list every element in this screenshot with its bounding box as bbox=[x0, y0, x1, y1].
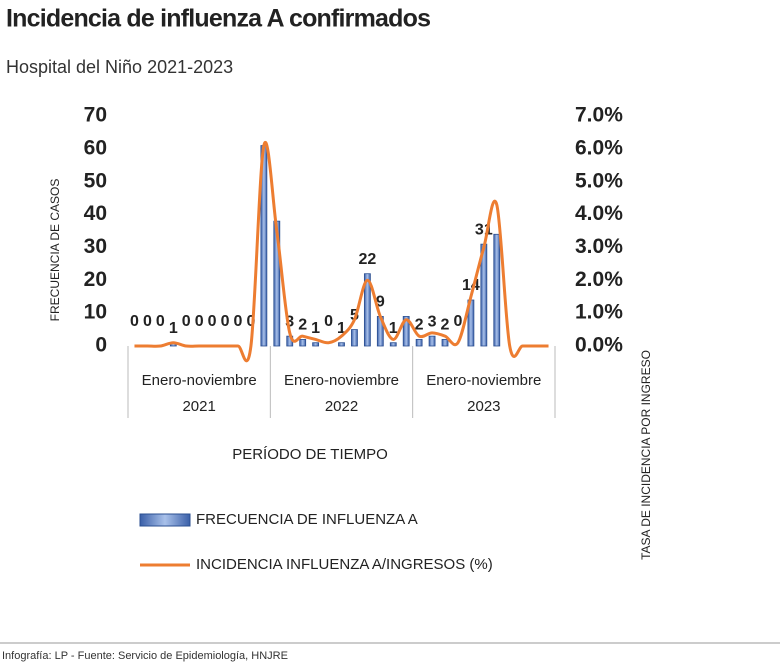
y-tick-label: 50 bbox=[84, 169, 107, 192]
y-tick-label: 40 bbox=[84, 202, 107, 225]
bar bbox=[493, 233, 501, 347]
y2-tick-label: 2.0% bbox=[575, 268, 623, 291]
legend-label: FRECUENCIA DE INFLUENZA A bbox=[196, 511, 418, 528]
bar bbox=[351, 329, 358, 347]
x-group-label: 2022 bbox=[325, 398, 358, 415]
value-label: 0 bbox=[234, 313, 243, 330]
value-label: 1 bbox=[169, 320, 178, 337]
value-label: 0 bbox=[208, 313, 217, 330]
x-group-label: Enero-noviembre bbox=[284, 372, 399, 389]
bar bbox=[312, 342, 320, 347]
bar bbox=[441, 339, 449, 347]
y-axis-title: FRECUENCIA DE CASOS bbox=[48, 179, 62, 322]
y2-axis-title: TASA DE INCIDENCIA POR INGRESO bbox=[639, 350, 653, 560]
value-label: 0 bbox=[246, 313, 255, 330]
value-label: 3 bbox=[428, 313, 437, 330]
value-label: 1 bbox=[311, 320, 320, 337]
y2-tick-label: 4.0% bbox=[575, 202, 623, 225]
value-label: 1 bbox=[337, 320, 346, 337]
y-tick-label: 10 bbox=[84, 301, 107, 324]
subtitle: Hospital del Niño 2021-2023 bbox=[6, 57, 233, 77]
bar bbox=[338, 342, 345, 347]
y-tick-label: 70 bbox=[84, 104, 107, 127]
legend-swatch bbox=[139, 513, 191, 527]
value-label: 0 bbox=[182, 313, 191, 330]
legend-label: INCIDENCIA INFLUENZA A/INGRESOS (%) bbox=[196, 556, 493, 573]
title: Incidencia de influenza A confirmados bbox=[6, 5, 430, 33]
bar bbox=[363, 273, 371, 347]
bar bbox=[299, 339, 307, 347]
footer: Infografía: LP - Fuente: Servicio de Epi… bbox=[2, 650, 288, 662]
bar bbox=[428, 335, 436, 347]
bar bbox=[415, 339, 423, 347]
bar bbox=[389, 342, 397, 347]
y2-tick-label: 5.0% bbox=[575, 169, 623, 192]
x-group-label: 2023 bbox=[467, 398, 500, 415]
x-axis-title: PERÍODO DE TIEMPO bbox=[232, 446, 388, 463]
value-label: 2 bbox=[415, 317, 424, 334]
y2-tick-label: 1.0% bbox=[575, 301, 623, 324]
value-label: 0 bbox=[221, 313, 230, 330]
y2-tick-label: 0.0% bbox=[575, 334, 623, 357]
value-label: 0 bbox=[454, 313, 463, 330]
y-tick-label: 60 bbox=[84, 136, 107, 159]
x-group-label: Enero-noviembre bbox=[142, 372, 257, 389]
value-label: 3 bbox=[285, 313, 294, 330]
y2-tick-label: 6.0% bbox=[575, 136, 623, 159]
y-tick-label: 0 bbox=[95, 334, 107, 357]
line bbox=[134, 141, 549, 363]
y2-tick-label: 3.0% bbox=[575, 235, 623, 258]
x-group-label: 2021 bbox=[182, 398, 215, 415]
value-label: 0 bbox=[143, 313, 152, 330]
y-tick-label: 30 bbox=[84, 235, 107, 258]
y2-tick-label: 7.0% bbox=[575, 104, 623, 127]
value-label: 2 bbox=[298, 317, 307, 334]
value-label: 1 bbox=[389, 320, 398, 337]
value-label: 2 bbox=[441, 317, 450, 334]
value-label: 31 bbox=[475, 221, 493, 238]
value-label: 22 bbox=[358, 251, 376, 268]
value-label: 9 bbox=[376, 294, 385, 311]
bar bbox=[402, 316, 410, 347]
value-label: 0 bbox=[156, 313, 165, 330]
value-label: 0 bbox=[130, 313, 139, 330]
value-label: 0 bbox=[195, 313, 204, 330]
y-tick-label: 20 bbox=[84, 268, 107, 291]
x-group-label: Enero-noviembre bbox=[426, 372, 541, 389]
value-label: 0 bbox=[324, 313, 333, 330]
